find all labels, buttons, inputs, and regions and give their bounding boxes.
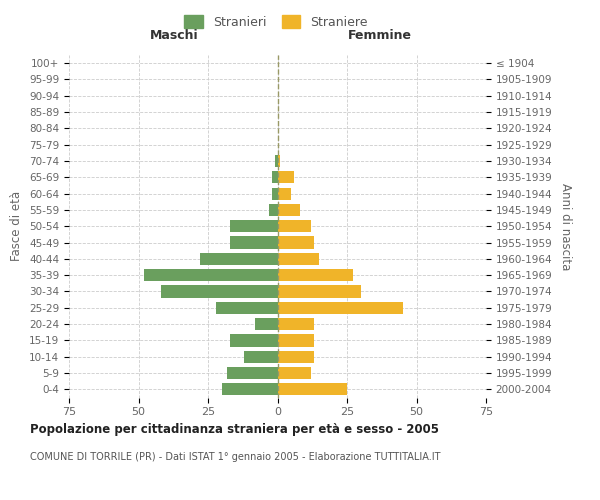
Bar [277, 318, 314, 330]
Text: Maschi: Maschi [151, 29, 199, 42]
Bar [277, 236, 314, 248]
Bar [277, 204, 300, 216]
Bar [277, 367, 311, 379]
Bar [277, 383, 347, 396]
Bar [230, 236, 277, 248]
Bar [255, 318, 277, 330]
Bar [277, 302, 403, 314]
Bar [277, 350, 314, 363]
Bar [272, 171, 277, 183]
Text: COMUNE DI TORRILE (PR) - Dati ISTAT 1° gennaio 2005 - Elaborazione TUTTITALIA.IT: COMUNE DI TORRILE (PR) - Dati ISTAT 1° g… [30, 452, 440, 462]
Bar [277, 269, 353, 281]
Bar [277, 286, 361, 298]
Y-axis label: Fasce di età: Fasce di età [10, 191, 23, 262]
Bar [230, 334, 277, 346]
Text: Femmine: Femmine [349, 29, 412, 42]
Bar [277, 253, 319, 265]
Bar [144, 269, 277, 281]
Bar [277, 334, 314, 346]
Bar [277, 155, 280, 167]
Bar [161, 286, 277, 298]
Bar [227, 367, 277, 379]
Bar [269, 204, 277, 216]
Bar [244, 350, 277, 363]
Bar [277, 188, 292, 200]
Bar [272, 188, 277, 200]
Text: Popolazione per cittadinanza straniera per età e sesso - 2005: Popolazione per cittadinanza straniera p… [30, 422, 439, 436]
Bar [277, 171, 294, 183]
Bar [275, 155, 277, 167]
Bar [277, 220, 311, 232]
Bar [222, 383, 277, 396]
Bar [230, 220, 277, 232]
Bar [200, 253, 277, 265]
Y-axis label: Anni di nascita: Anni di nascita [559, 182, 572, 270]
Bar [217, 302, 277, 314]
Legend: Stranieri, Straniere: Stranieri, Straniere [181, 11, 371, 32]
